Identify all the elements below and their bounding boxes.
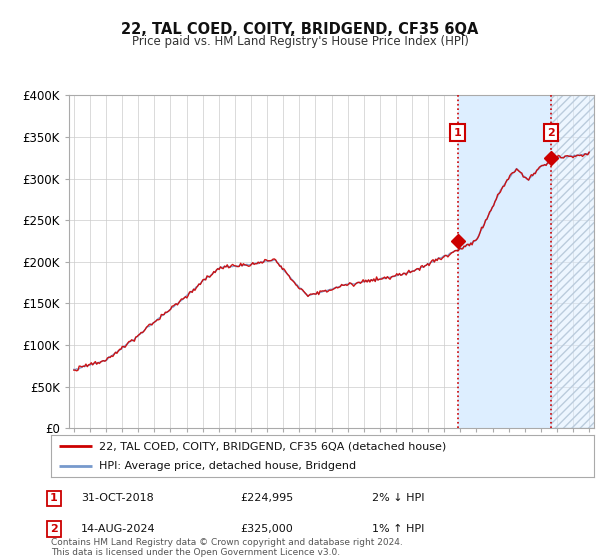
Text: 22, TAL COED, COITY, BRIDGEND, CF35 6QA: 22, TAL COED, COITY, BRIDGEND, CF35 6QA bbox=[121, 22, 479, 38]
Text: 2: 2 bbox=[50, 524, 58, 534]
Bar bbox=[551, 95, 600, 428]
Text: 1% ↑ HPI: 1% ↑ HPI bbox=[372, 524, 424, 534]
Text: Price paid vs. HM Land Registry's House Price Index (HPI): Price paid vs. HM Land Registry's House … bbox=[131, 35, 469, 48]
Text: 2: 2 bbox=[547, 128, 555, 138]
Text: 1: 1 bbox=[454, 128, 461, 138]
Text: 14-AUG-2024: 14-AUG-2024 bbox=[81, 524, 155, 534]
Text: HPI: Average price, detached house, Bridgend: HPI: Average price, detached house, Brid… bbox=[99, 461, 356, 471]
Text: 2% ↓ HPI: 2% ↓ HPI bbox=[372, 493, 425, 503]
Text: 22, TAL COED, COITY, BRIDGEND, CF35 6QA (detached house): 22, TAL COED, COITY, BRIDGEND, CF35 6QA … bbox=[99, 441, 446, 451]
Bar bbox=[458, 95, 551, 428]
Text: £224,995: £224,995 bbox=[240, 493, 293, 503]
Text: £325,000: £325,000 bbox=[240, 524, 293, 534]
Bar bbox=[551, 95, 600, 428]
Text: 31-OCT-2018: 31-OCT-2018 bbox=[81, 493, 154, 503]
Text: 1: 1 bbox=[50, 493, 58, 503]
Text: Contains HM Land Registry data © Crown copyright and database right 2024.
This d: Contains HM Land Registry data © Crown c… bbox=[51, 538, 403, 557]
